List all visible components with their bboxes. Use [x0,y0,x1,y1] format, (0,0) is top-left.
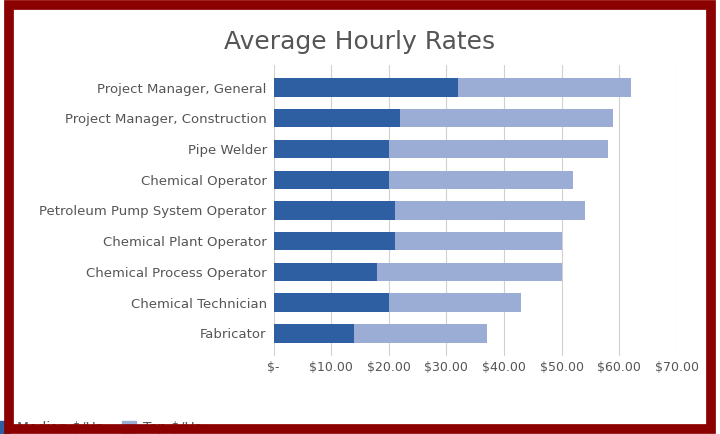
Bar [274,140,608,158]
Bar [274,201,585,220]
Bar [274,232,562,250]
Bar [274,171,389,189]
Bar [274,109,613,128]
Bar [274,324,487,343]
Bar [274,293,389,312]
Bar [274,232,395,250]
Bar [274,140,389,158]
Bar [274,263,377,281]
Legend: Median $/Hr, Top $/Hr: Median $/Hr, Top $/Hr [0,415,206,434]
Bar [274,171,573,189]
Bar [274,324,354,343]
Bar [274,201,395,220]
Bar [274,78,631,97]
Text: Average Hourly Rates: Average Hourly Rates [225,30,495,54]
Bar [274,78,458,97]
Bar [274,109,400,128]
Bar [274,293,521,312]
Bar [274,263,562,281]
